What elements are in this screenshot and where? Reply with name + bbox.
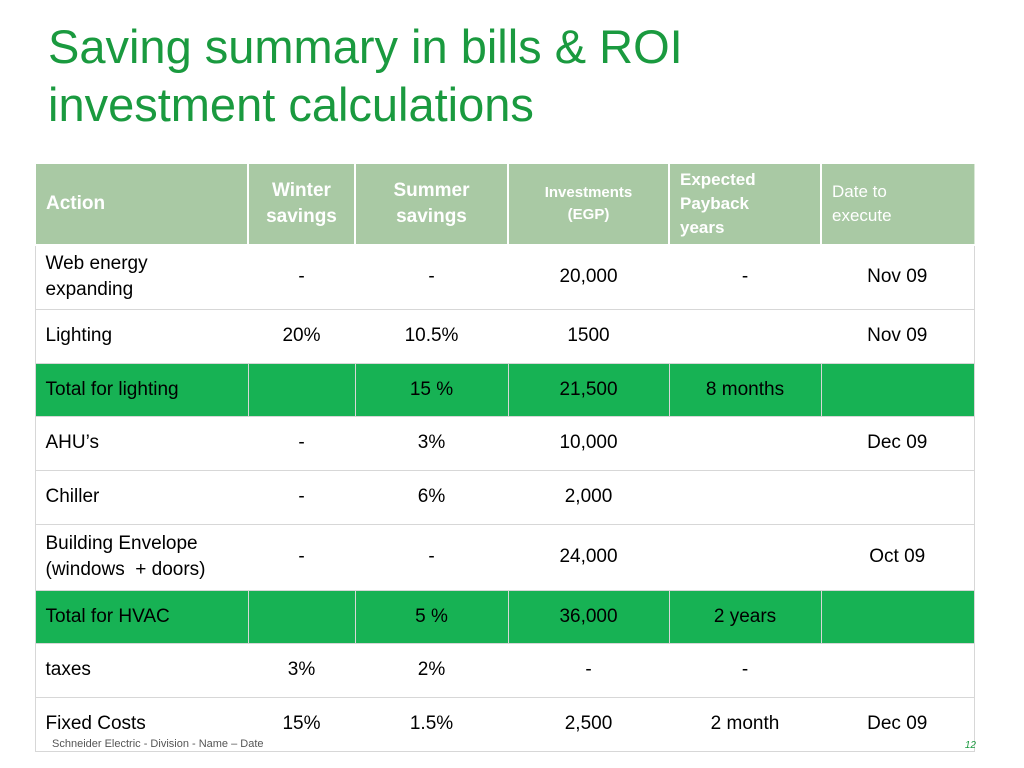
total-row: Total for HVAC 5 % 36,000 2 years xyxy=(34,589,975,644)
header-action: Action xyxy=(34,162,249,246)
footer-text: Schneider Electric - Division - Name – D… xyxy=(52,738,264,750)
header-date-line-1: Date to xyxy=(832,182,887,201)
cell-investments: 20,000 xyxy=(508,244,669,310)
slide-title: Saving summary in bills & ROI investment… xyxy=(48,18,948,134)
cell-payback xyxy=(669,415,821,471)
cell-payback: 2 month xyxy=(669,696,821,752)
cell-payback xyxy=(669,308,821,364)
savings-summary-table: Action Winter savings Summer savings Inv… xyxy=(34,162,975,752)
cell-date: Nov 09 xyxy=(821,308,975,364)
cell-summer: 6% xyxy=(355,469,508,525)
cell-date xyxy=(820,362,975,417)
header-payback-line-1: Expected xyxy=(680,170,756,189)
header-summer-line-1: Summer xyxy=(393,180,470,201)
cell-winter: - xyxy=(248,523,355,591)
cell-date: Dec 09 xyxy=(821,696,975,752)
cell-action-line-1: Web energy xyxy=(45,253,148,275)
cell-payback xyxy=(669,469,821,525)
cell-winter: 3% xyxy=(248,642,355,698)
cell-action: Total for lighting xyxy=(34,362,249,417)
cell-investments: 2,500 xyxy=(508,696,669,752)
cell-action: Building Envelope (windows + doors) xyxy=(34,523,248,591)
cell-winter: - xyxy=(248,415,355,471)
header-payback-line-3: years xyxy=(680,218,725,237)
cell-investments: 24,000 xyxy=(508,523,669,591)
cell-action-line-1: Building Envelope xyxy=(45,533,198,554)
cell-action: Total for HVAC xyxy=(34,589,249,644)
page-number: 12 xyxy=(964,740,976,751)
cell-action: Web energy expanding xyxy=(34,244,248,310)
slide-title-line-1: Saving summary in bills & ROI xyxy=(48,20,683,73)
table-row: Building Envelope (windows + doors) - - … xyxy=(34,523,975,591)
cell-summer: - xyxy=(355,244,508,310)
table-row: Chiller - 6% 2,000 xyxy=(34,469,975,525)
header-winter-line-1: Winter xyxy=(272,180,331,201)
cell-summer: 3% xyxy=(355,415,508,471)
total-row: Total for lighting 15 % 21,500 8 months xyxy=(34,362,975,417)
cell-summer: 1.5% xyxy=(355,696,508,752)
cell-investments: 21,500 xyxy=(507,362,670,417)
table-row: Lighting 20% 10.5% 1500 Nov 09 xyxy=(34,308,975,364)
cell-date xyxy=(821,642,975,698)
cell-action-line-2: expanding xyxy=(45,279,134,301)
cell-winter: - xyxy=(248,469,355,525)
cell-payback: 2 years xyxy=(668,589,822,644)
header-summer-line-2: savings xyxy=(396,206,467,227)
header-expected-payback: Expected Payback years xyxy=(668,162,822,246)
cell-investments: 36,000 xyxy=(507,589,670,644)
cell-winter xyxy=(247,362,356,417)
cell-action: taxes xyxy=(34,642,248,698)
table-row: Fixed Costs 15% 1.5% 2,500 2 month Dec 0… xyxy=(34,696,975,752)
cell-date: Oct 09 xyxy=(821,523,975,591)
cell-action: Lighting xyxy=(34,308,248,364)
cell-date: Dec 09 xyxy=(821,415,975,471)
cell-action: Fixed Costs xyxy=(34,696,248,752)
cell-summer: 2% xyxy=(355,642,508,698)
cell-winter: 15% xyxy=(248,696,355,752)
header-investments: Investments (EGP) xyxy=(507,162,670,246)
header-summer-savings: Summer savings xyxy=(354,162,509,246)
cell-payback: - xyxy=(669,642,821,698)
header-payback-line-2: Payback xyxy=(680,194,749,213)
table-row: Web energy expanding - - 20,000 - Nov 09 xyxy=(34,244,975,310)
cell-summer: - xyxy=(355,523,508,591)
header-investments-line-1: Investments xyxy=(544,184,633,201)
cell-date: Nov 09 xyxy=(821,244,975,310)
header-date-line-2: execute xyxy=(832,206,892,225)
cell-investments: 2,000 xyxy=(508,469,669,525)
cell-winter xyxy=(247,589,356,644)
cell-date xyxy=(821,469,975,525)
cell-payback: - xyxy=(669,244,821,310)
cell-payback xyxy=(669,523,821,591)
slide-title-line-2: investment calculations xyxy=(48,78,534,131)
table-row: AHU’s - 3% 10,000 Dec 09 xyxy=(34,415,975,471)
cell-action: Chiller xyxy=(34,469,248,525)
cell-investments: - xyxy=(508,642,669,698)
header-date-to-execute: Date to execute xyxy=(820,162,975,246)
table-row: taxes 3% 2% - - xyxy=(34,642,975,698)
cell-winter: 20% xyxy=(248,308,355,364)
cell-investments: 10,000 xyxy=(508,415,669,471)
cell-payback: 8 months xyxy=(668,362,822,417)
cell-summer: 15 % xyxy=(354,362,509,417)
table-header-row: Action Winter savings Summer savings Inv… xyxy=(34,162,975,246)
header-investments-line-2: (EGP) xyxy=(567,206,610,223)
cell-action: AHU’s xyxy=(34,415,248,471)
cell-date xyxy=(820,589,975,644)
cell-summer: 5 % xyxy=(354,589,509,644)
header-winter-line-2: savings xyxy=(266,206,337,227)
cell-investments: 1500 xyxy=(508,308,669,364)
cell-action-line-2: (windows + doors) xyxy=(45,559,206,580)
cell-winter: - xyxy=(248,244,355,310)
header-winter-savings: Winter savings xyxy=(247,162,356,246)
cell-summer: 10.5% xyxy=(355,308,508,364)
